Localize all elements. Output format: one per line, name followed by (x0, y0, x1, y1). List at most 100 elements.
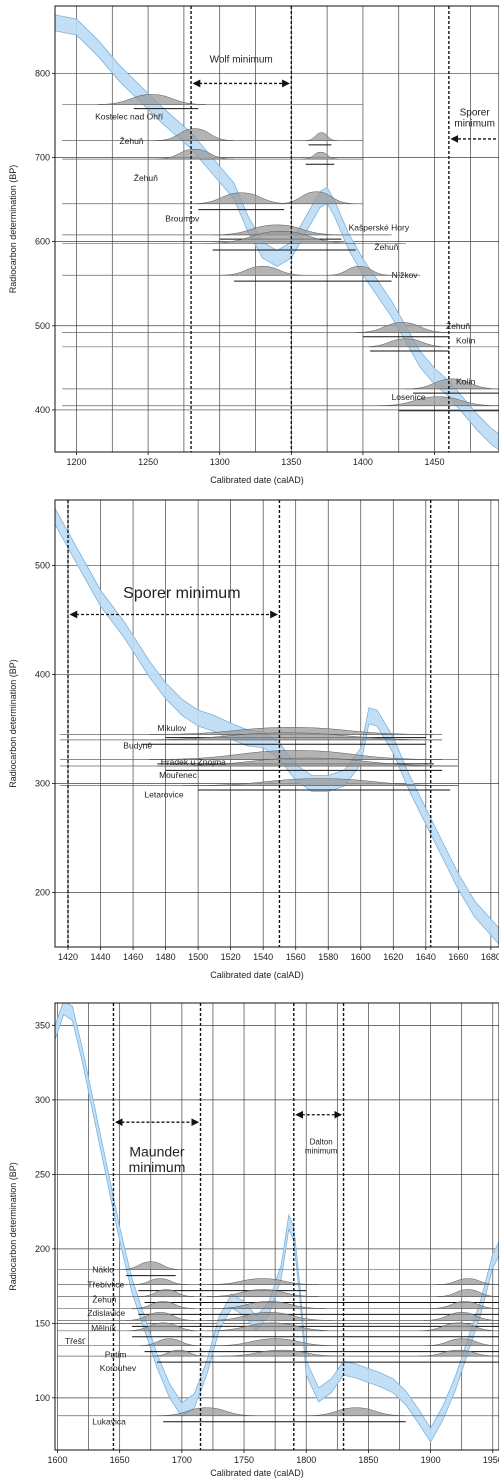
x-tick-label: 1420 (58, 952, 78, 962)
site-label: Náklo (92, 1265, 114, 1275)
x-axis-label: Calibrated date (calAD) (210, 1468, 304, 1478)
probability-distribution (430, 1301, 499, 1309)
minima-annotations: Wolf minimum Sporer minimum (190, 6, 496, 452)
x-tick-label: 1520 (221, 952, 241, 962)
site-label: Žehuň (446, 321, 470, 331)
probability-distribution (125, 1322, 201, 1332)
site-label: Lukavica (92, 1417, 126, 1427)
y-axis-label: Radiocarbon determination (BP) (8, 1162, 18, 1291)
axes: 1600 1650 1700 1750 1800 1850 1900 1950 100 150 20… (8, 1020, 499, 1478)
plot-frame (54, 5, 499, 453)
site-label: Putim (105, 1350, 127, 1360)
site-series (59, 727, 459, 791)
x-tick-label: 1400 (353, 457, 373, 467)
y-tick-label: 600 (35, 237, 50, 247)
y-tick-label: 400 (35, 405, 50, 415)
y-tick-label: 500 (35, 321, 50, 331)
x-tick-label: 1300 (210, 457, 230, 467)
x-tick-label: 1640 (416, 952, 436, 962)
site-label: Kolín (456, 335, 476, 345)
probability-distribution (424, 1338, 499, 1346)
minima-annotations: Maunder minimum Dalton minimum (112, 1003, 345, 1450)
y-tick-label: 350 (35, 1020, 50, 1030)
x-tick-label: 1600 (47, 1455, 67, 1465)
probability-distribution (436, 1289, 499, 1297)
probability-distribution (191, 192, 292, 205)
x-tick-label: 1620 (383, 952, 403, 962)
site-label: Mouřenec (159, 770, 198, 780)
site-label: Zdislavice (87, 1308, 125, 1318)
site-label: Hrádek u Znojma (161, 757, 226, 767)
site-label: Korouhev (100, 1363, 137, 1373)
site-label: Žehuň (92, 1294, 116, 1304)
y-tick-label: 200 (35, 1244, 50, 1254)
site-label: Nížkov (392, 270, 419, 280)
probability-distribution (302, 151, 339, 160)
x-tick-label: 1850 (358, 1455, 378, 1465)
probability-distribution (181, 778, 459, 786)
site-label: Kašperské Hory (349, 223, 410, 233)
site-series (57, 1261, 499, 1423)
probability-distribution (305, 132, 338, 141)
y-tick-label: 300 (35, 778, 50, 788)
probability-distribution (306, 1407, 406, 1416)
probability-distribution (219, 266, 306, 276)
x-tick-label: 1500 (188, 952, 208, 962)
site-label: Letarovice (144, 790, 183, 800)
axes: 1420 1440 1460 1480 1500 1520 1540 1560 1580 1600… (8, 560, 499, 980)
y-tick-label: 300 (35, 1095, 50, 1105)
y-tick-label: 150 (35, 1318, 50, 1328)
site-label: Mikulov (157, 723, 187, 733)
probability-distribution (119, 1261, 182, 1270)
site-label: Třešť (65, 1336, 86, 1346)
probability-distribution (206, 1322, 338, 1332)
axes: 1200 1250 1300 1350 1400 1450 400 500 600 700 800 C… (8, 68, 445, 485)
x-tick-label: 1750 (234, 1455, 254, 1465)
probability-distribution (206, 1312, 332, 1321)
y-tick-label: 700 (35, 152, 50, 162)
probability-distribution (436, 1278, 499, 1285)
site-label: Budyně (123, 741, 152, 751)
chart-panel-1: Kostelec nad Ohří Žehuň Žehuň Broumov Kašper… (8, 5, 499, 485)
x-axis-label: Calibrated date (calAD) (210, 475, 304, 485)
curve-band (55, 507, 499, 945)
probability-distribution (138, 1289, 195, 1297)
x-tick-label: 1700 (172, 1455, 192, 1465)
grid (55, 500, 499, 947)
x-tick-label: 1440 (91, 952, 111, 962)
probability-distribution (149, 727, 434, 735)
probability-distribution (206, 1289, 319, 1297)
x-tick-label: 1560 (286, 952, 306, 962)
probability-distribution (276, 191, 356, 205)
plot-frame (54, 1002, 499, 1451)
x-tick-label: 1650 (110, 1455, 130, 1465)
probability-distribution (155, 128, 235, 141)
probability-distribution (418, 1349, 499, 1357)
probability-distribution (155, 148, 235, 160)
probability-distribution (424, 1312, 499, 1321)
probability-distribution (212, 224, 342, 236)
site-label: Žehuň (119, 136, 143, 146)
y-tick-label: 100 (35, 1393, 50, 1403)
minimum-label: Wolf minimum (210, 54, 273, 65)
probability-distribution (212, 1301, 325, 1309)
y-tick-label: 200 (35, 887, 50, 897)
x-tick-label: 1250 (138, 457, 158, 467)
x-axis-label: Calibrated date (calAD) (210, 970, 304, 980)
y-axis-label: Radiocarbon determination (BP) (8, 165, 18, 294)
probability-distribution (132, 1301, 195, 1309)
probability-distribution (219, 1349, 344, 1357)
x-tick-label: 1350 (281, 457, 301, 467)
probability-distribution (157, 757, 459, 767)
site-label: Kostelec nad Ohří (95, 112, 164, 122)
y-tick-label: 800 (35, 68, 50, 78)
site-label: Žehuň (134, 173, 158, 183)
site-label: Losenice (392, 392, 426, 402)
probability-distribution (418, 1322, 499, 1332)
x-tick-label: 1900 (421, 1455, 441, 1465)
x-tick-label: 1680 (481, 952, 499, 962)
x-tick-label: 1450 (425, 457, 445, 467)
site-label: Kolín (456, 377, 476, 387)
probability-distribution (97, 94, 206, 105)
